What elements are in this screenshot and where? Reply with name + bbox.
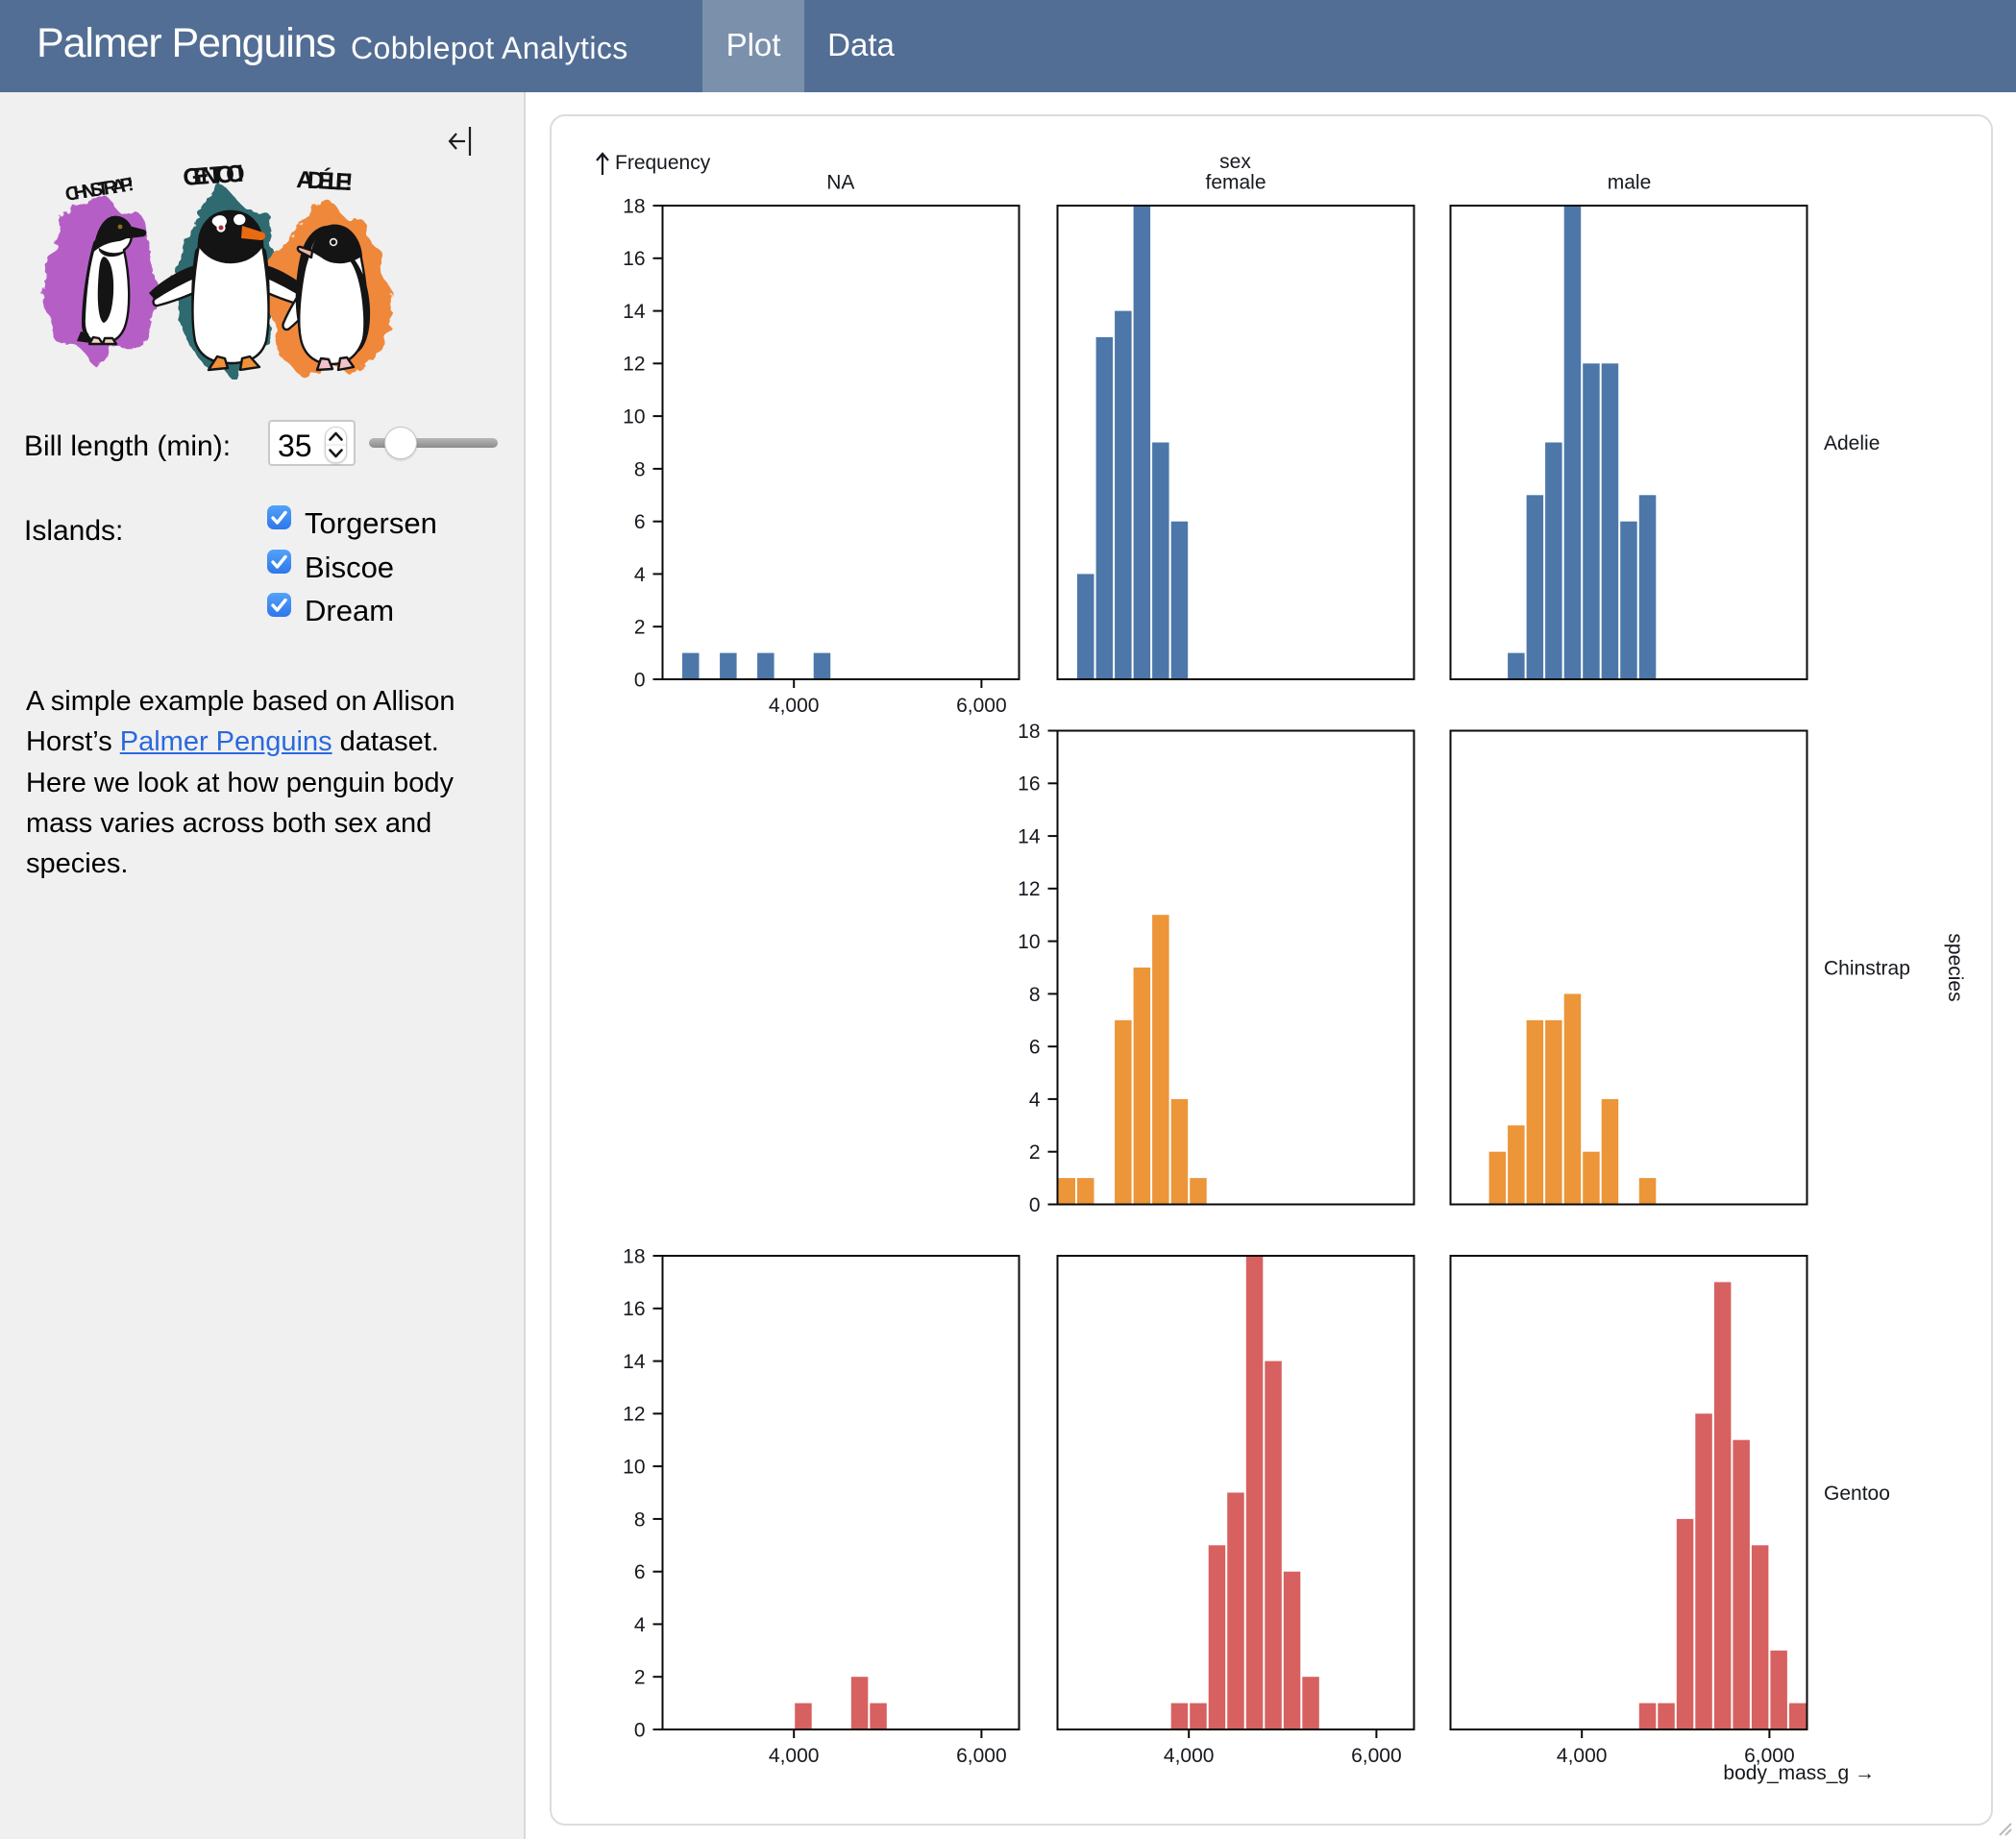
svg-text:6: 6: [634, 1561, 646, 1583]
svg-text:8: 8: [634, 458, 646, 480]
svg-text:18: 18: [623, 195, 645, 217]
svg-text:6: 6: [1029, 1037, 1041, 1059]
svg-text:Chinstrap: Chinstrap: [1824, 957, 1910, 979]
svg-text:8: 8: [634, 1508, 646, 1531]
svg-text:14: 14: [1018, 826, 1041, 848]
svg-text:2: 2: [634, 1667, 646, 1689]
svg-text:female: female: [1205, 172, 1266, 194]
svg-text:6: 6: [634, 511, 646, 533]
svg-text:Frequency: Frequency: [615, 152, 711, 174]
svg-text:8: 8: [1029, 984, 1041, 1006]
svg-text:6,000: 6,000: [956, 1745, 1007, 1767]
svg-text:12: 12: [623, 354, 645, 376]
svg-text:12: 12: [623, 1404, 645, 1426]
svg-text:2: 2: [1029, 1141, 1041, 1164]
svg-text:ADÉLIE!: ADÉLIE!: [296, 165, 354, 196]
svg-text:6,000: 6,000: [1351, 1745, 1402, 1767]
svg-text:4: 4: [1029, 1089, 1041, 1111]
svg-text:4,000: 4,000: [769, 1745, 820, 1767]
svg-text:0: 0: [634, 1719, 646, 1741]
svg-text:12: 12: [1018, 878, 1040, 900]
svg-text:10: 10: [623, 1457, 645, 1479]
svg-text:18: 18: [1018, 721, 1040, 743]
svg-text:14: 14: [623, 301, 646, 323]
svg-text:16: 16: [623, 248, 645, 270]
svg-text:16: 16: [1018, 773, 1040, 796]
svg-text:2: 2: [634, 617, 646, 639]
svg-text:6,000: 6,000: [1744, 1745, 1795, 1767]
svg-text:Adelie: Adelie: [1824, 432, 1880, 454]
svg-text:4: 4: [634, 564, 646, 586]
svg-text:4,000: 4,000: [769, 695, 820, 717]
svg-text:species: species: [1944, 933, 1966, 1001]
svg-text:10: 10: [623, 406, 645, 429]
svg-text:0: 0: [634, 669, 646, 691]
svg-text:Gentoo: Gentoo: [1824, 1483, 1890, 1505]
svg-text:4,000: 4,000: [1557, 1745, 1608, 1767]
svg-text:16: 16: [623, 1298, 645, 1320]
svg-text:male: male: [1608, 172, 1652, 194]
svg-text:14: 14: [623, 1351, 646, 1373]
svg-text:10: 10: [1018, 931, 1040, 953]
svg-text:body_mass_g →: body_mass_g →: [1723, 1762, 1875, 1784]
svg-text:6,000: 6,000: [956, 695, 1007, 717]
svg-text:NA: NA: [826, 172, 854, 194]
svg-text:4,000: 4,000: [1164, 1745, 1215, 1767]
svg-text:0: 0: [1029, 1194, 1041, 1216]
svg-text:4: 4: [634, 1614, 646, 1636]
svg-text:GENTOO!: GENTOO!: [182, 160, 245, 191]
svg-text:18: 18: [623, 1245, 645, 1267]
svg-text:sex: sex: [1219, 151, 1251, 173]
